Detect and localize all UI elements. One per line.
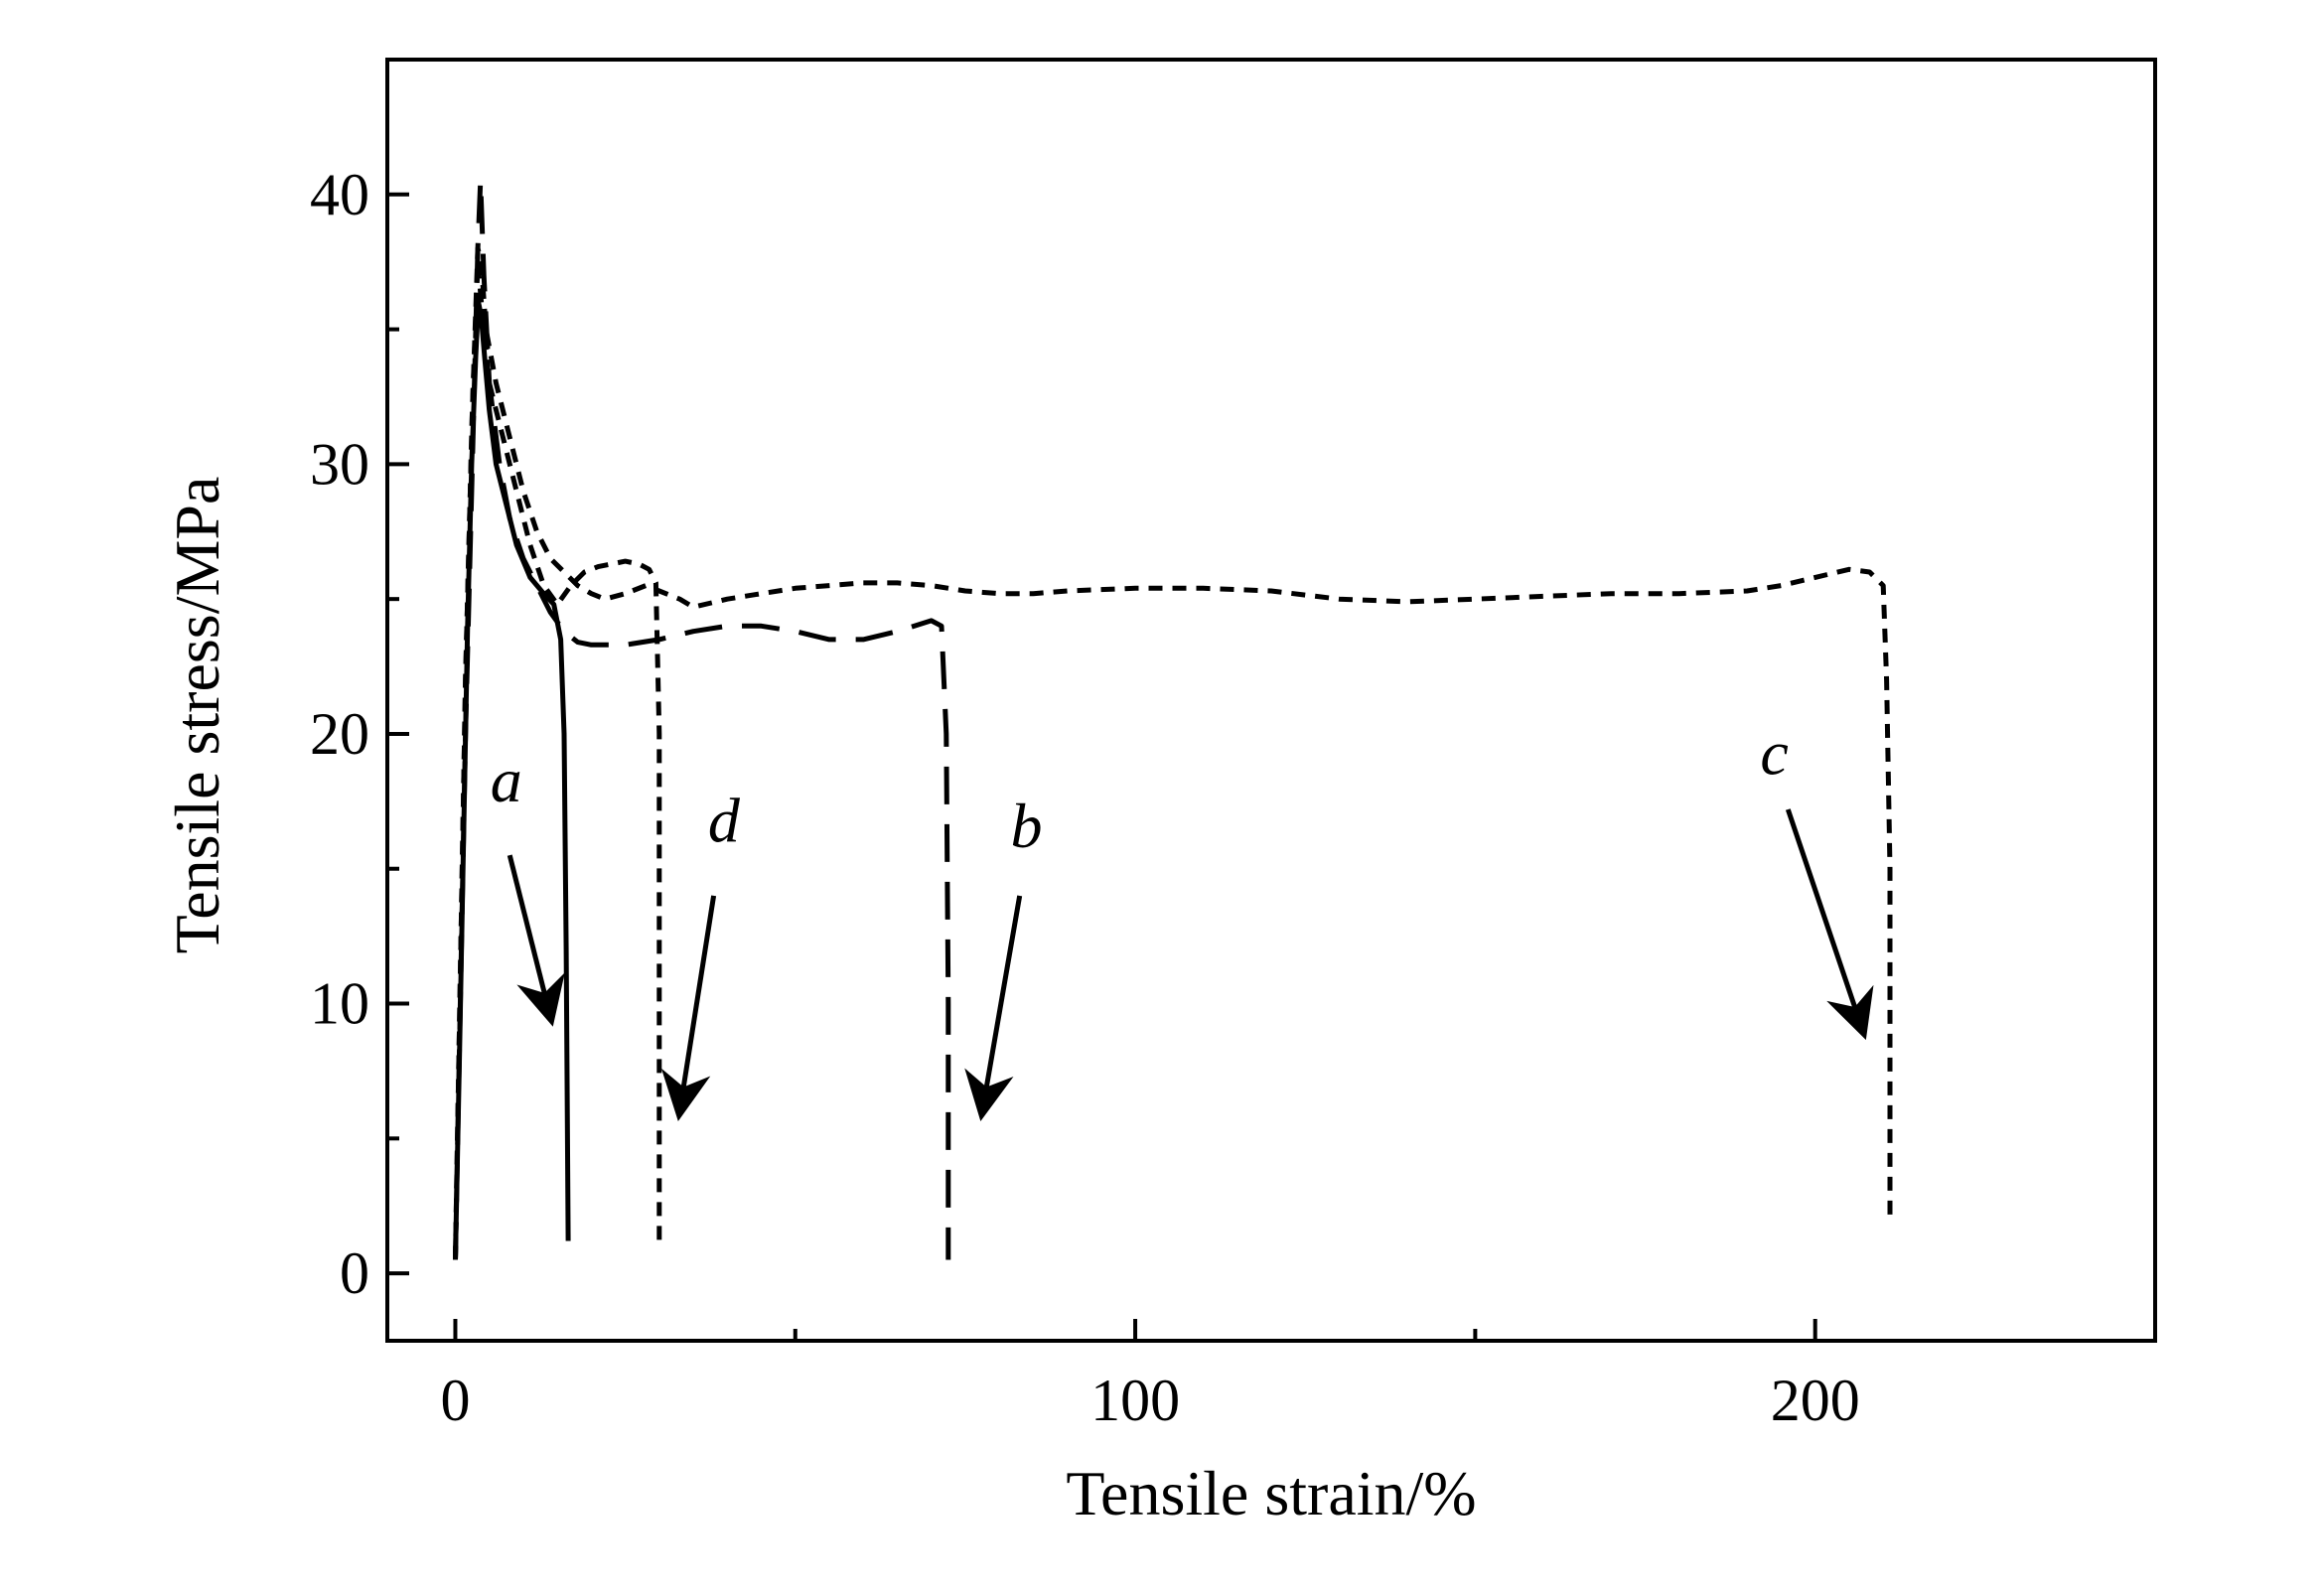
curve-label-d: d — [708, 786, 741, 856]
series-line-a — [453, 299, 571, 1260]
arrow-d — [660, 895, 717, 1122]
y-tick-label: 0 — [340, 1240, 369, 1306]
x-tick-label: 0 — [440, 1368, 470, 1433]
series-group — [453, 178, 1893, 1260]
x-tick-label: 100 — [1090, 1368, 1180, 1433]
series-line-b — [453, 178, 951, 1260]
plot-frame — [385, 58, 2157, 1343]
x-axis-title: Tensile strain/% — [1066, 1458, 1476, 1528]
annotation-group: a d b c — [491, 718, 1874, 1122]
arrow-c — [1785, 808, 1874, 1041]
curve-label-c: c — [1760, 718, 1788, 789]
x-tick-label: 200 — [1771, 1368, 1860, 1433]
axis-ticks: 0 100 200 0 10 20 30 40 — [310, 162, 2157, 1433]
y-tick-label: 40 — [310, 162, 369, 227]
series-line-d — [453, 259, 662, 1260]
arrow-a — [507, 854, 565, 1027]
y-tick-label: 10 — [310, 971, 369, 1037]
curve-label-a: a — [491, 745, 522, 815]
arrow-b — [964, 895, 1023, 1122]
curve-label-b: b — [1011, 791, 1043, 861]
y-tick-label: 20 — [310, 701, 369, 767]
y-tick-label: 30 — [310, 431, 369, 497]
y-axis-title: Tensile stress/MPa — [162, 477, 232, 954]
series-line-c — [453, 245, 1893, 1260]
